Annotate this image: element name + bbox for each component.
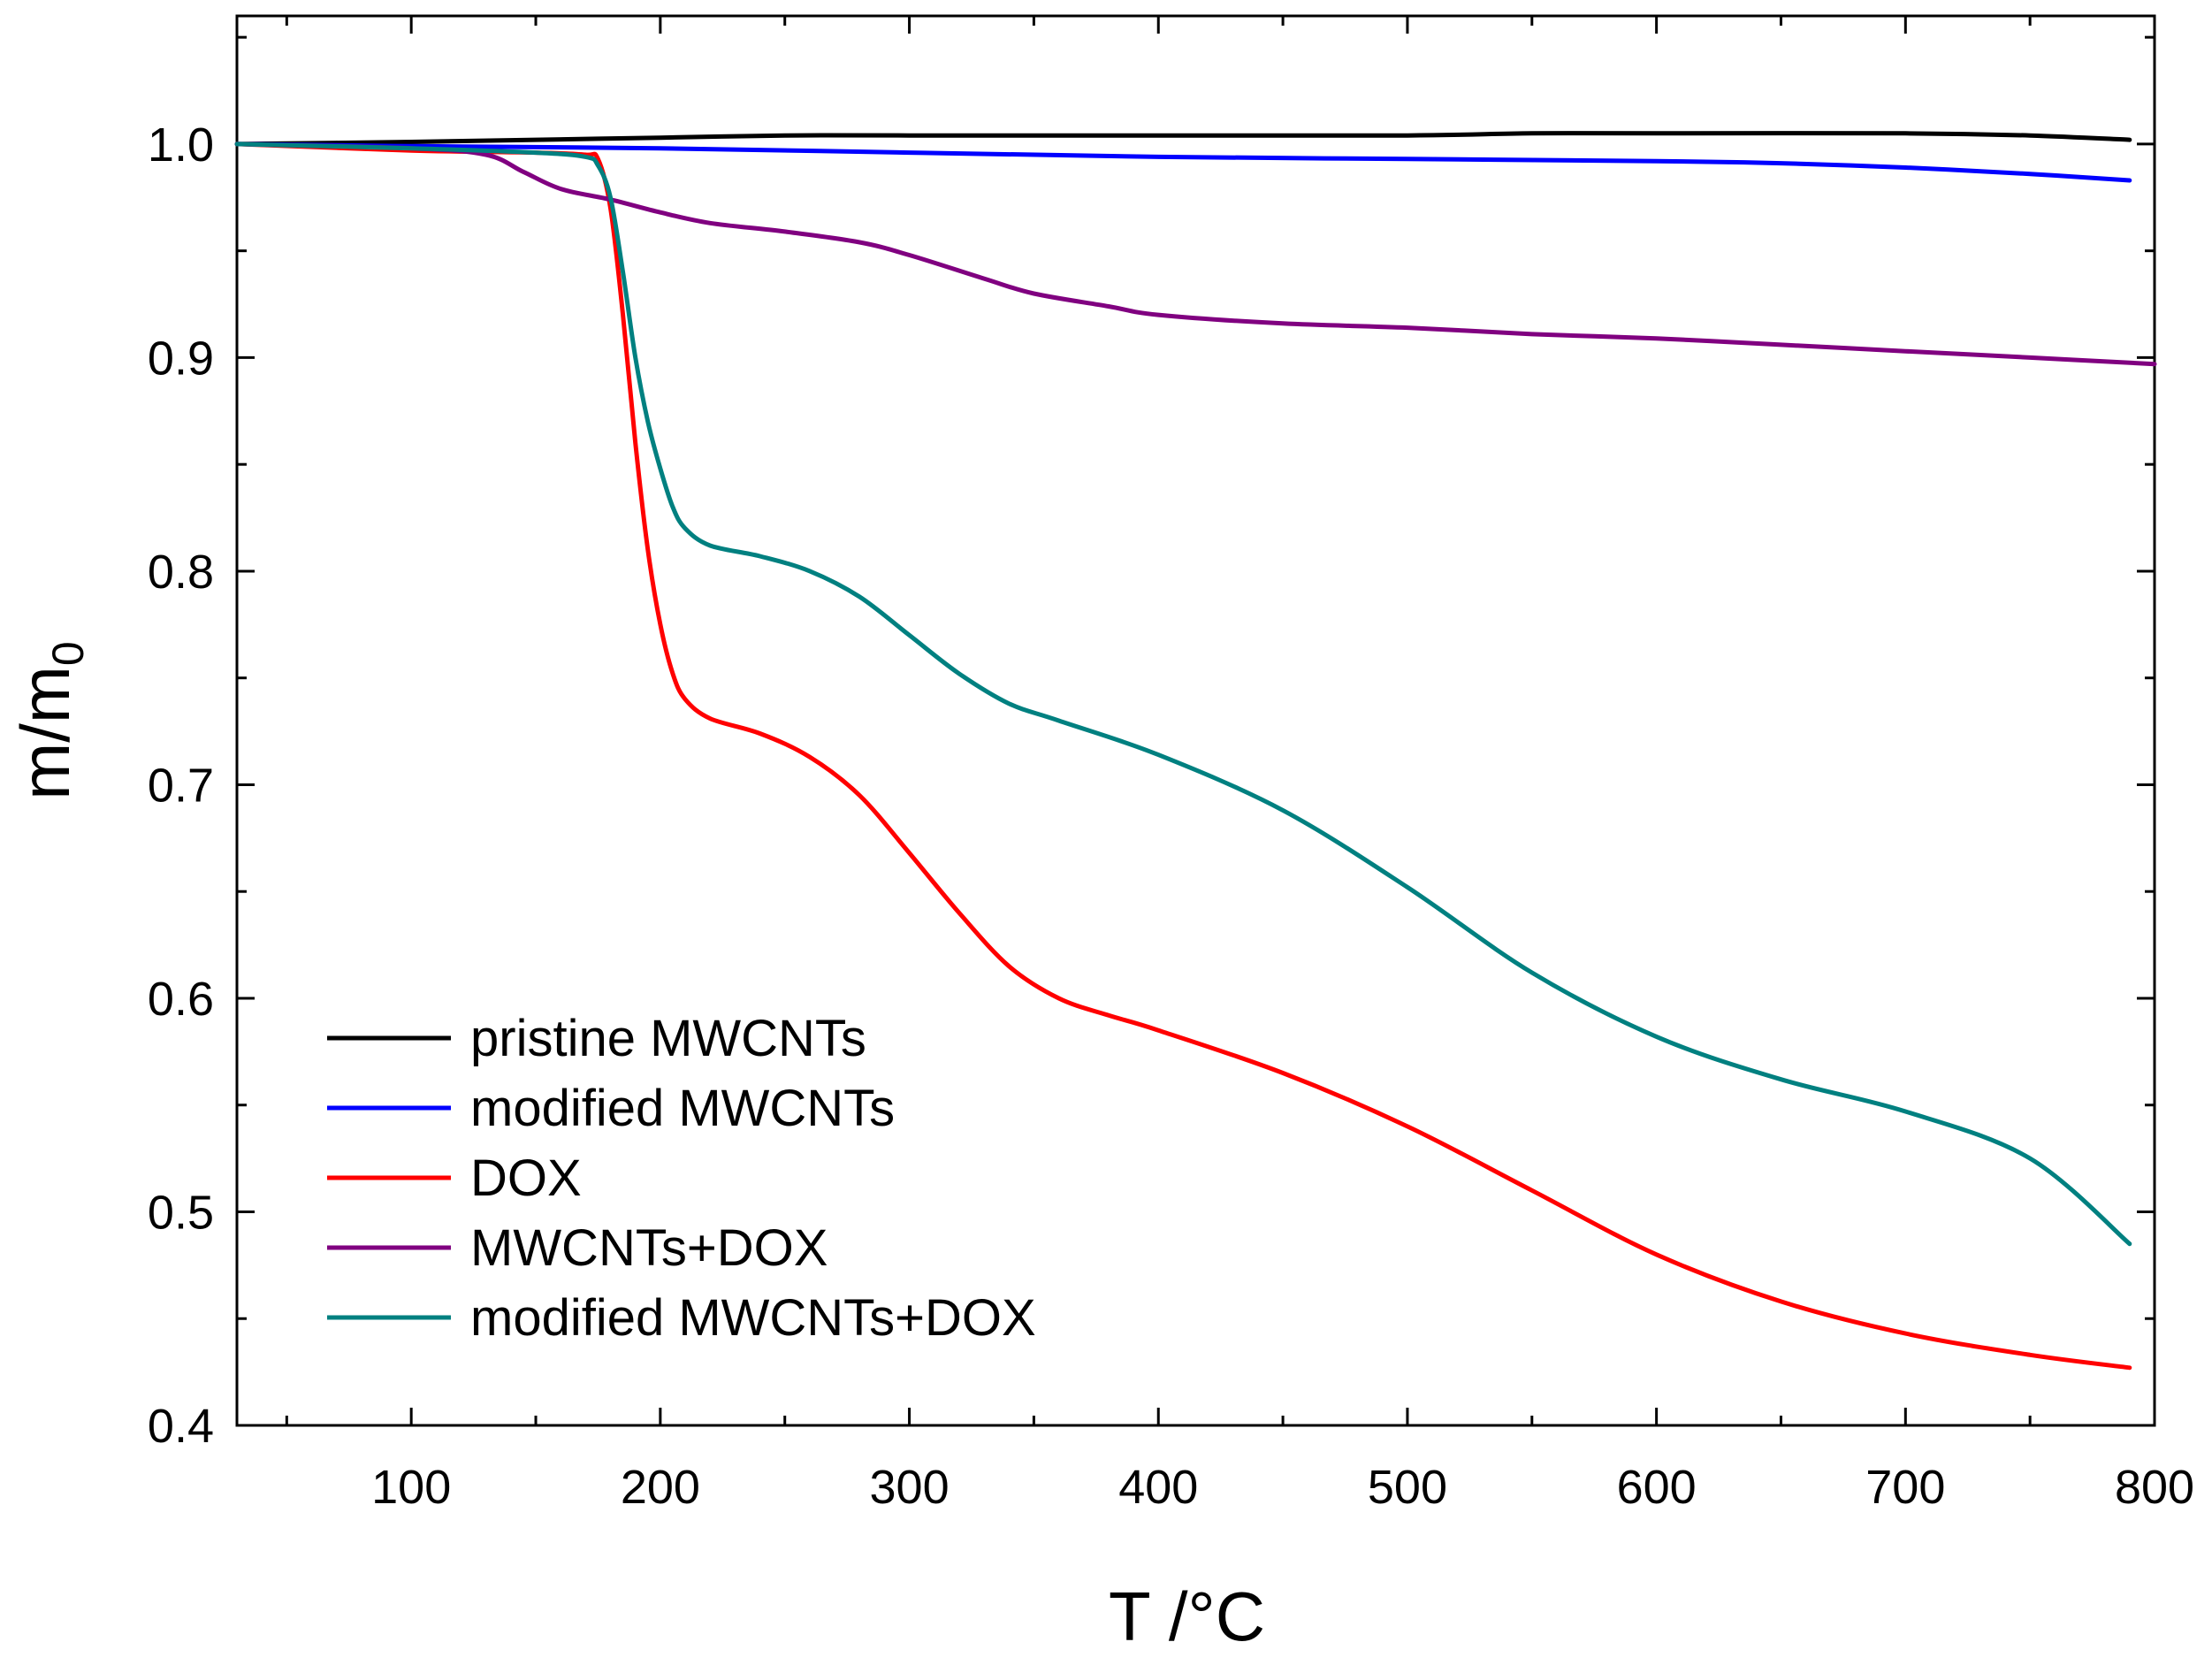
x-tick-label: 700 [1865, 1461, 1945, 1514]
y-tick-label: 0.4 [148, 1400, 214, 1453]
x-tick-label: 300 [870, 1461, 950, 1514]
x-axis-title: T /°C [1109, 1577, 1265, 1655]
x-tick-label: 500 [1368, 1461, 1447, 1514]
legend-label-dox: DOX [470, 1149, 582, 1207]
legend: pristine MWCNTs modified MWCNTs DOX MWCNTs+… [327, 1010, 1036, 1347]
axis-tick-labels: 100 200 300 400 500 600 700 800 0.4 0.5 0.6 0.7 0.8 0… [148, 118, 2194, 1514]
x-tick-label: 800 [2115, 1461, 2194, 1514]
plot-border [235, 14, 2156, 1427]
x-tick-label: 100 [371, 1461, 451, 1514]
series-line-pristine-mwcnts [234, 131, 2132, 147]
y-tick-label: 1.0 [148, 118, 214, 172]
y-axis-title: m/m0 [6, 641, 93, 799]
y-tick-label: 0.5 [148, 1186, 214, 1239]
series-lines [234, 131, 2157, 1371]
axis-titles: T /°C m/m0 [6, 641, 1265, 1655]
plot-frame [235, 14, 2156, 1427]
legend-label-modified-mwcnts: modified MWCNTs [470, 1080, 895, 1137]
x-tick-label: 200 [621, 1461, 700, 1514]
y-axis-title-subscript: 0 [43, 641, 93, 666]
legend-label-pristine-mwcnts: pristine MWCNTs [470, 1010, 866, 1067]
y-axis-title-main: m/m [6, 666, 84, 800]
legend-label-mwcnts-dox: MWCNTs+DOX [470, 1219, 828, 1277]
axis-ticks [237, 16, 2156, 1427]
legend-label-modified-mwcnts-dox: modified MWCNTs+DOX [470, 1289, 1036, 1347]
y-tick-label: 0.9 [148, 332, 214, 385]
y-tick-label: 0.7 [148, 759, 214, 812]
series-line-mwcnts-dox [234, 141, 2157, 367]
x-tick-label: 600 [1617, 1461, 1697, 1514]
series-line-modified-mwcnts-dox [234, 141, 2132, 1247]
y-tick-label: 0.6 [148, 973, 214, 1026]
series-line-modified-mwcnts [234, 141, 2132, 183]
y-tick-label: 0.8 [148, 546, 214, 599]
x-tick-label: 400 [1118, 1461, 1198, 1514]
